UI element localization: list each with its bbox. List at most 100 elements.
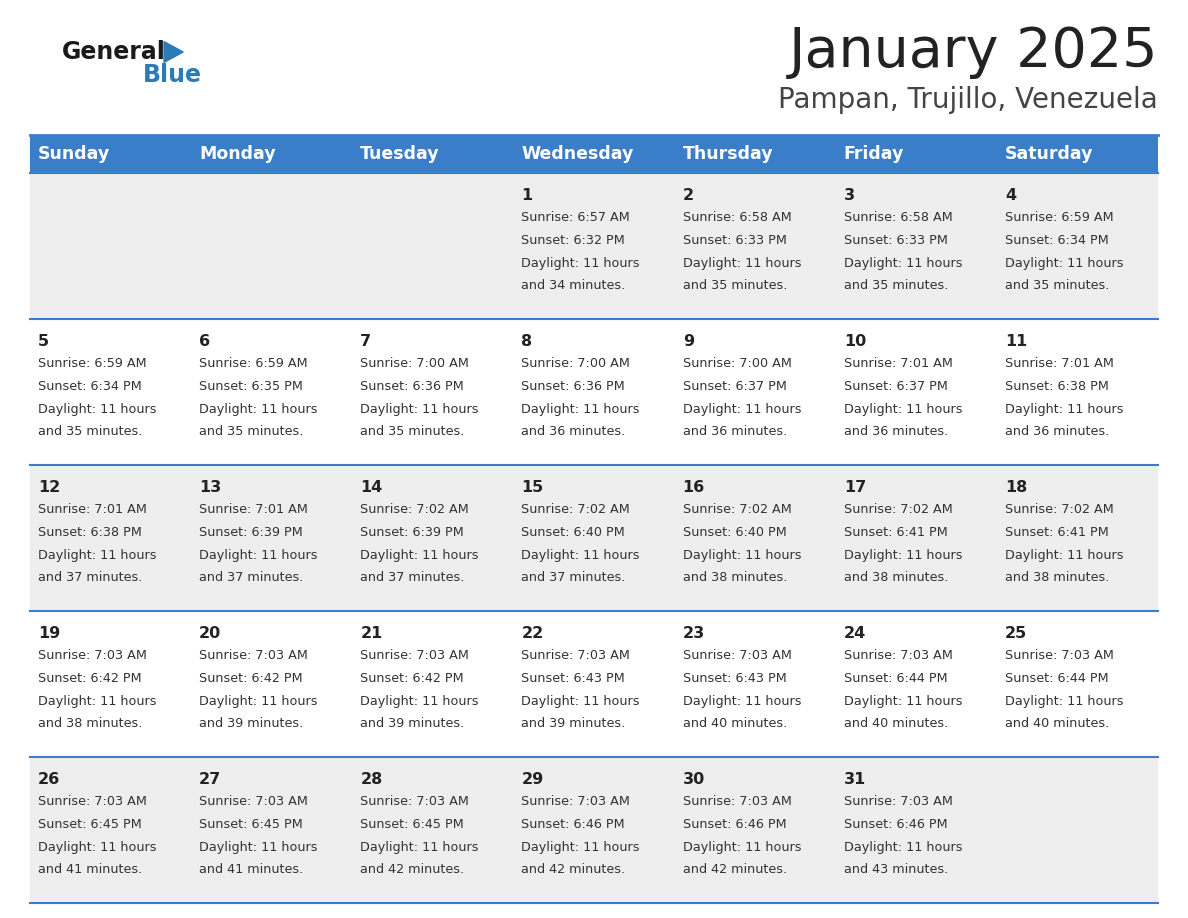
Text: Sunrise: 6:59 AM: Sunrise: 6:59 AM [38,357,146,370]
Text: and 40 minutes.: and 40 minutes. [683,717,786,730]
Text: 16: 16 [683,479,704,495]
Text: Sunset: 6:41 PM: Sunset: 6:41 PM [1005,526,1108,539]
Text: and 37 minutes.: and 37 minutes. [38,571,143,584]
Bar [30,465,191,611]
Text: and 37 minutes.: and 37 minutes. [200,571,304,584]
Text: and 41 minutes.: and 41 minutes. [38,863,143,877]
Text: Sunrise: 7:01 AM: Sunrise: 7:01 AM [38,503,147,516]
Text: 20: 20 [200,625,221,641]
Text: 23: 23 [683,625,704,641]
Text: Sunset: 6:39 PM: Sunset: 6:39 PM [200,526,303,539]
Text: 28: 28 [360,772,383,787]
Text: Sunrise: 7:03 AM: Sunrise: 7:03 AM [683,649,791,663]
Text: Sunset: 6:39 PM: Sunset: 6:39 PM [360,526,465,539]
Bar [191,465,353,611]
Text: 10: 10 [843,333,866,349]
Text: 13: 13 [200,479,221,495]
Text: Sunset: 6:33 PM: Sunset: 6:33 PM [843,234,948,247]
Text: Sunset: 6:40 PM: Sunset: 6:40 PM [683,526,786,539]
Text: Tuesday: Tuesday [360,145,440,163]
Bar [353,465,513,611]
Bar [835,173,997,319]
Text: Daylight: 11 hours: Daylight: 11 hours [200,695,317,708]
Text: 15: 15 [522,479,544,495]
Text: 17: 17 [843,479,866,495]
Text: Sunday: Sunday [38,145,110,163]
Bar [191,173,353,319]
Bar [513,173,675,319]
Text: Monday: Monday [200,145,276,163]
Text: Daylight: 11 hours: Daylight: 11 hours [843,257,962,270]
Text: Sunrise: 7:02 AM: Sunrise: 7:02 AM [683,503,791,516]
Text: and 38 minutes.: and 38 minutes. [1005,571,1110,584]
Text: Sunrise: 6:58 AM: Sunrise: 6:58 AM [683,211,791,224]
Text: Sunset: 6:36 PM: Sunset: 6:36 PM [360,380,465,393]
Text: Daylight: 11 hours: Daylight: 11 hours [843,403,962,416]
Bar [675,757,835,903]
Text: Friday: Friday [843,145,904,163]
Text: Sunrise: 7:01 AM: Sunrise: 7:01 AM [843,357,953,370]
Text: Daylight: 11 hours: Daylight: 11 hours [1005,549,1124,562]
Bar [353,135,513,173]
Text: Sunrise: 7:01 AM: Sunrise: 7:01 AM [200,503,308,516]
Text: 21: 21 [360,625,383,641]
Text: and 39 minutes.: and 39 minutes. [200,717,303,730]
Text: Sunrise: 7:00 AM: Sunrise: 7:00 AM [360,357,469,370]
Text: Sunset: 6:33 PM: Sunset: 6:33 PM [683,234,786,247]
Text: Sunrise: 6:59 AM: Sunrise: 6:59 AM [1005,211,1113,224]
Text: Daylight: 11 hours: Daylight: 11 hours [38,403,157,416]
Bar [513,465,675,611]
Text: Sunset: 6:34 PM: Sunset: 6:34 PM [38,380,141,393]
Text: Sunset: 6:45 PM: Sunset: 6:45 PM [200,818,303,831]
Text: and 35 minutes.: and 35 minutes. [360,425,465,438]
Bar [675,319,835,465]
Bar [513,757,675,903]
Text: and 35 minutes.: and 35 minutes. [683,279,786,292]
Text: General: General [62,40,166,64]
Text: and 37 minutes.: and 37 minutes. [522,571,626,584]
Text: Sunset: 6:44 PM: Sunset: 6:44 PM [1005,672,1108,685]
Text: Sunrise: 7:03 AM: Sunrise: 7:03 AM [1005,649,1114,663]
Bar [997,173,1158,319]
Bar [353,611,513,757]
Text: and 36 minutes.: and 36 minutes. [843,425,948,438]
Bar [513,135,675,173]
Text: Sunset: 6:35 PM: Sunset: 6:35 PM [200,380,303,393]
Bar [675,465,835,611]
Text: Sunset: 6:42 PM: Sunset: 6:42 PM [200,672,303,685]
Bar [997,319,1158,465]
Text: Sunrise: 6:57 AM: Sunrise: 6:57 AM [522,211,631,224]
Bar [191,319,353,465]
Text: 7: 7 [360,333,372,349]
Text: Sunrise: 7:03 AM: Sunrise: 7:03 AM [200,649,308,663]
Text: Sunrise: 7:03 AM: Sunrise: 7:03 AM [522,795,631,809]
Text: Daylight: 11 hours: Daylight: 11 hours [522,403,640,416]
Text: and 42 minutes.: and 42 minutes. [360,863,465,877]
Text: Sunrise: 7:03 AM: Sunrise: 7:03 AM [683,795,791,809]
Bar [353,757,513,903]
Text: Sunrise: 7:03 AM: Sunrise: 7:03 AM [360,649,469,663]
Bar [675,611,835,757]
Bar [353,319,513,465]
Text: 3: 3 [843,187,855,203]
Text: Daylight: 11 hours: Daylight: 11 hours [360,841,479,854]
Text: Sunset: 6:44 PM: Sunset: 6:44 PM [843,672,947,685]
Text: 5: 5 [38,333,49,349]
Text: Daylight: 11 hours: Daylight: 11 hours [38,695,157,708]
Text: Sunrise: 7:03 AM: Sunrise: 7:03 AM [38,649,147,663]
Text: and 43 minutes.: and 43 minutes. [843,863,948,877]
Text: and 35 minutes.: and 35 minutes. [38,425,143,438]
Text: Daylight: 11 hours: Daylight: 11 hours [360,403,479,416]
Bar [30,319,191,465]
Bar [30,611,191,757]
Bar [997,757,1158,903]
Text: Daylight: 11 hours: Daylight: 11 hours [522,841,640,854]
Text: and 42 minutes.: and 42 minutes. [683,863,786,877]
Text: Sunset: 6:46 PM: Sunset: 6:46 PM [843,818,947,831]
Bar [353,173,513,319]
Text: Sunset: 6:42 PM: Sunset: 6:42 PM [360,672,465,685]
Text: 30: 30 [683,772,704,787]
Text: and 35 minutes.: and 35 minutes. [200,425,304,438]
Text: Sunset: 6:40 PM: Sunset: 6:40 PM [522,526,625,539]
Text: Daylight: 11 hours: Daylight: 11 hours [843,549,962,562]
